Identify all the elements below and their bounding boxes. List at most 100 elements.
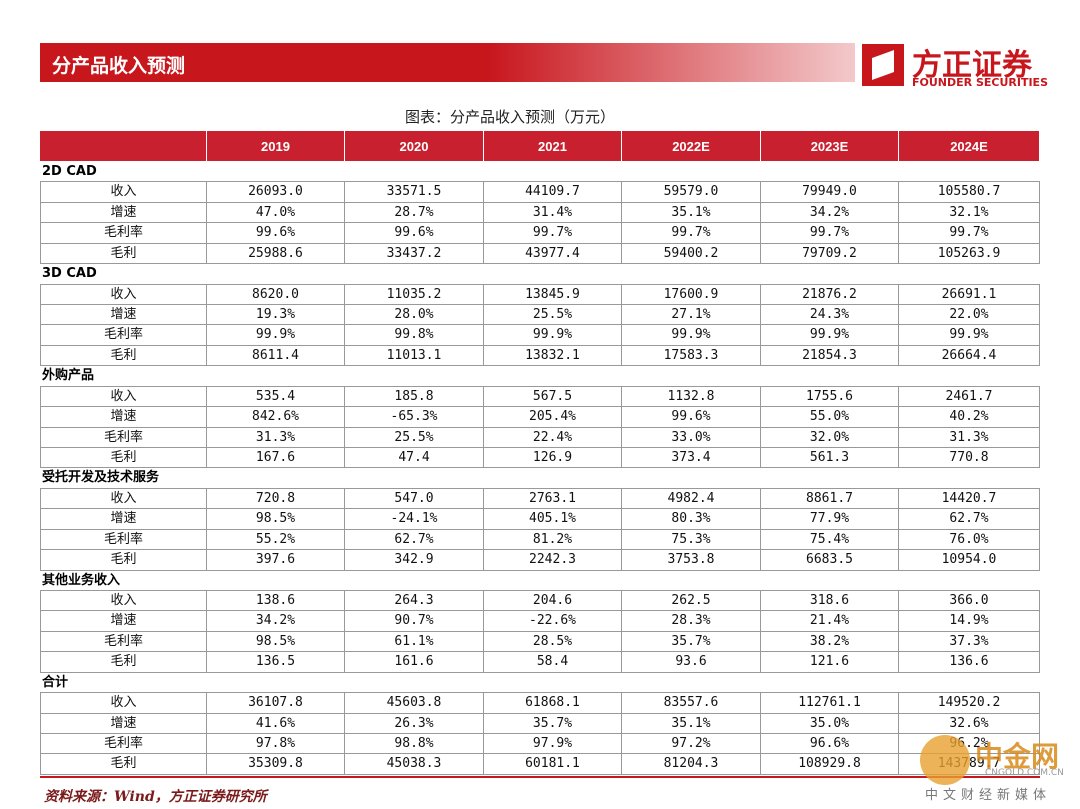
value-cell: 366.0 — [899, 591, 1040, 612]
value-cell: 205.4% — [484, 407, 622, 428]
caption: 图表：分产品收入预测（万元） — [404, 108, 615, 126]
section-name: 2D CAD — [40, 162, 1040, 183]
value-cell: 34.2% — [207, 611, 345, 632]
value-cell: 11035.2 — [345, 284, 484, 305]
value-cell: 35.1% — [622, 713, 761, 735]
value-cell: 33571.5 — [345, 182, 484, 203]
column-header: 2024E — [899, 131, 1040, 162]
value-cell: 22.4% — [484, 427, 622, 448]
value-cell: 75.4% — [761, 529, 899, 551]
value-cell: 44109.7 — [484, 182, 622, 203]
row-label: 毛利 — [40, 652, 207, 673]
value-cell: 40.2% — [899, 407, 1040, 428]
value-cell: 96.6% — [761, 734, 899, 755]
value-cell: 98.5% — [207, 631, 345, 653]
row-label: 毛利 — [40, 448, 207, 469]
value-cell: 17583.3 — [622, 345, 761, 367]
value-cell: 28.3% — [622, 611, 761, 632]
value-cell: 99.7% — [761, 223, 899, 244]
value-cell: 3753.8 — [622, 550, 761, 571]
row-label: 毛利率 — [40, 734, 207, 755]
value-cell: 25.5% — [484, 305, 622, 326]
value-cell: 8861.7 — [761, 488, 899, 510]
value-cell: 2242.3 — [484, 550, 622, 571]
column-header: 2023E — [761, 131, 899, 162]
value-cell: 36107.8 — [207, 693, 345, 714]
row-label: 增速 — [40, 407, 207, 428]
value-cell: 31.4% — [484, 202, 622, 224]
value-cell: 108929.8 — [761, 754, 899, 775]
value-cell: 185.8 — [345, 386, 484, 408]
section-name: 合计 — [40, 673, 1040, 694]
value-cell: -65.3% — [345, 407, 484, 428]
value-cell: 547.0 — [345, 488, 484, 510]
value-cell: 373.4 — [622, 448, 761, 469]
value-cell: 33437.2 — [345, 243, 484, 265]
banner: 分产品收入预测 — [40, 43, 855, 82]
value-cell: 28.7% — [345, 202, 484, 224]
watermark-site: CNGOLD.COM.CN — [985, 768, 1064, 778]
value-cell: 19.3% — [207, 305, 345, 326]
column-header: 2020 — [345, 131, 484, 162]
value-cell: 342.9 — [345, 550, 484, 571]
row-label: 毛利率 — [40, 325, 207, 346]
value-cell: 61868.1 — [484, 693, 622, 714]
value-cell: 25988.6 — [207, 243, 345, 265]
value-cell: 264.3 — [345, 591, 484, 612]
value-cell: 126.9 — [484, 448, 622, 469]
source: 资料来源：Wind，方正证券研究所 — [44, 789, 267, 805]
watermark-icon — [920, 735, 970, 785]
value-cell: 99.6% — [207, 223, 345, 244]
value-cell: 2461.7 — [899, 386, 1040, 408]
value-cell: 4982.4 — [622, 488, 761, 510]
value-cell: 11013.1 — [345, 345, 484, 367]
value-cell: 136.6 — [899, 652, 1040, 673]
watermark-name: 中金网 — [975, 740, 1060, 773]
value-cell: 121.6 — [761, 652, 899, 673]
row-label: 收入 — [40, 591, 207, 612]
value-cell: 1755.6 — [761, 386, 899, 408]
value-cell: 99.6% — [622, 407, 761, 428]
value-cell: 59579.0 — [622, 182, 761, 203]
row-label: 增速 — [40, 509, 207, 530]
value-cell: 79709.2 — [761, 243, 899, 265]
row-label: 毛利率 — [40, 529, 207, 551]
value-cell: 99.7% — [899, 223, 1040, 244]
row-label: 毛利率 — [40, 427, 207, 448]
value-cell: 83557.6 — [622, 693, 761, 714]
value-cell: 37.3% — [899, 631, 1040, 653]
value-cell: 161.6 — [345, 652, 484, 673]
value-cell: 35.7% — [484, 713, 622, 735]
value-cell: 81.2% — [484, 529, 622, 551]
value-cell: 62.7% — [899, 509, 1040, 530]
value-cell: 81204.3 — [622, 754, 761, 775]
value-cell: 561.3 — [761, 448, 899, 469]
row-label: 增速 — [40, 202, 207, 224]
value-cell: 99.8% — [345, 325, 484, 346]
value-cell: 21.4% — [761, 611, 899, 632]
value-cell: 8620.0 — [207, 284, 345, 305]
value-cell: 99.9% — [899, 325, 1040, 346]
value-cell: 167.6 — [207, 448, 345, 469]
value-cell: 26.3% — [345, 713, 484, 735]
value-cell: 720.8 — [207, 488, 345, 510]
value-cell: 397.6 — [207, 550, 345, 571]
watermark-slogan: 中文财经新媒体 — [925, 788, 1052, 803]
value-cell: 262.5 — [622, 591, 761, 612]
value-cell: 25.5% — [345, 427, 484, 448]
value-cell: 41.6% — [207, 713, 345, 735]
section-name: 3D CAD — [40, 264, 1040, 285]
section-name: 外购产品 — [40, 366, 1040, 387]
value-cell: 770.8 — [899, 448, 1040, 469]
value-cell: 105263.9 — [899, 243, 1040, 265]
value-cell: 60181.1 — [484, 754, 622, 775]
value-cell: 32.1% — [899, 202, 1040, 224]
value-cell: 99.9% — [622, 325, 761, 346]
value-cell: 14420.7 — [899, 488, 1040, 510]
row-label: 收入 — [40, 693, 207, 714]
value-cell: 77.9% — [761, 509, 899, 530]
value-cell: 2763.1 — [484, 488, 622, 510]
value-cell: 99.9% — [207, 325, 345, 346]
value-cell: 35.1% — [622, 202, 761, 224]
